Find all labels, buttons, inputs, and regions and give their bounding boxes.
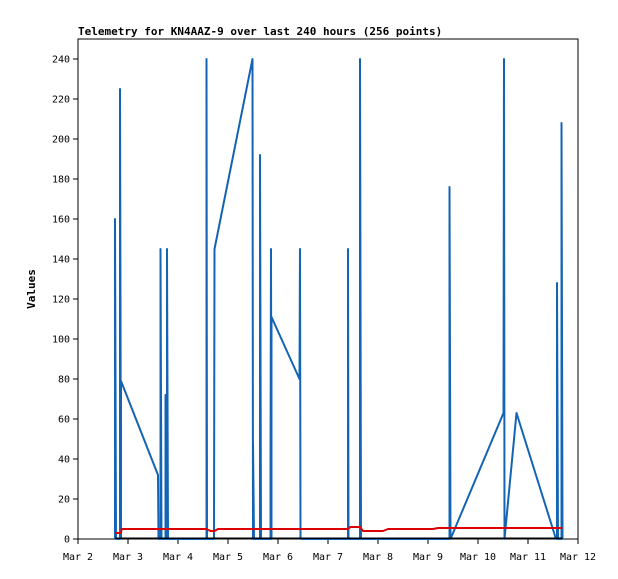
x-tick-label: Mar 11: [510, 552, 546, 563]
x-tick-label: Mar 2: [63, 552, 93, 563]
y-tick-label: 220: [52, 95, 70, 106]
y-tick-label: 80: [58, 375, 70, 386]
series-line-red: [115, 526, 563, 534]
y-tick-label: 100: [52, 335, 70, 346]
y-tick-label: 60: [58, 415, 70, 426]
x-tick-label: Mar 5: [213, 552, 243, 563]
y-tick-label: 0: [64, 535, 70, 546]
y-tick-label: 20: [58, 495, 70, 506]
y-tick-label: 160: [52, 215, 70, 226]
y-tick-label: 140: [52, 255, 70, 266]
x-axis: Mar 2 Mar 3 Mar 4 Mar 5 Mar 6 Mar 7 Mar 8 Mar 9…: [63, 539, 596, 563]
y-tick-label: 240: [52, 55, 70, 66]
y-tick-label: 200: [52, 135, 70, 146]
x-tick-label: Mar 3: [113, 552, 143, 563]
y-tick-label: 180: [52, 175, 70, 186]
x-tick-label: Mar 4: [163, 552, 193, 563]
x-tick-label: Mar 12: [560, 552, 596, 563]
x-tick-label: Mar 6: [263, 552, 293, 563]
y-tick-label: 120: [52, 295, 70, 306]
chart-title: Telemetry for KN4AAZ-9 over last 240 hou…: [78, 25, 442, 38]
y-axis-label: Values: [25, 269, 38, 309]
series-line-blue: [114, 58, 564, 540]
x-tick-label: Mar 9: [413, 552, 443, 563]
x-tick-label: Mar 8: [363, 552, 393, 563]
series-layer: [114, 58, 564, 540]
y-axis: 0 20 40 60 80 100 120 140 160 180 200 220 240: [52, 55, 78, 546]
x-tick-label: Mar 10: [460, 552, 496, 563]
y-tick-label: 40: [58, 455, 70, 466]
x-tick-label: Mar 7: [313, 552, 343, 563]
